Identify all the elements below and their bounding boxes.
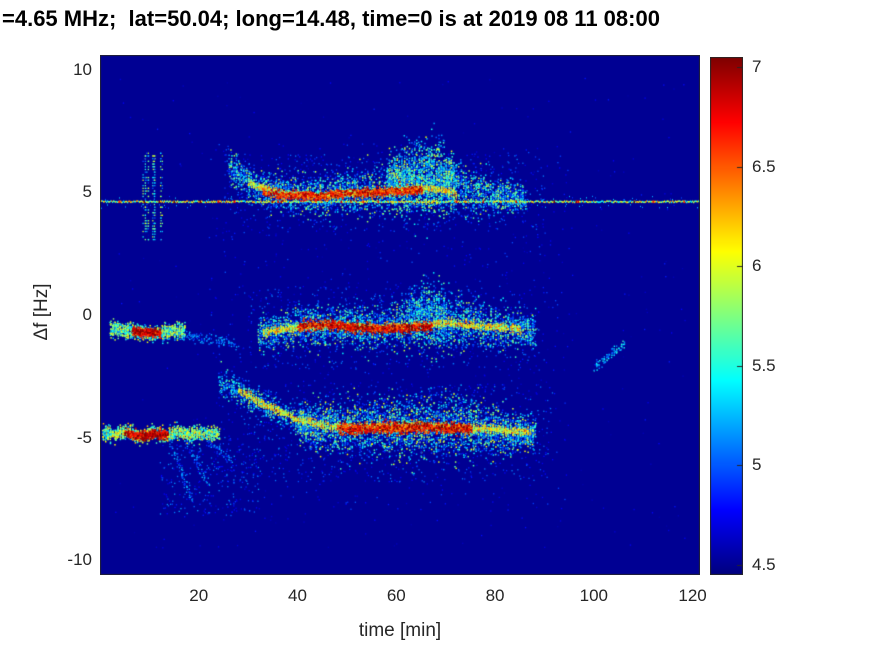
y-tick-label: -5	[76, 427, 92, 447]
x-tick-label: 60	[386, 586, 406, 605]
colorbar-canvas	[710, 57, 743, 575]
x-tick-label: 20	[189, 586, 209, 605]
y-axis-label: Δf [Hz]	[31, 283, 52, 341]
x-tick-label: 40	[288, 586, 307, 605]
colorbar-tick-label: 6.5	[752, 156, 776, 176]
x-tick-label: 120	[678, 586, 707, 605]
x-tick-label: 80	[485, 586, 505, 605]
y-tick-label: 10	[73, 59, 92, 79]
x-tick-label: 100	[579, 586, 608, 605]
y-tick-label: 5	[82, 182, 92, 202]
x-axis-label: time [min]	[358, 620, 442, 641]
colorbar-tick-label: 7	[752, 56, 762, 76]
spectrogram-canvas	[100, 55, 700, 575]
y-tick-label: -10	[67, 550, 92, 570]
colorbar-tick-label: 5.5	[752, 355, 776, 375]
colorbar-tick-label: 6	[752, 256, 762, 276]
colorbar-tick-label: 5	[752, 455, 762, 475]
colorbar-tick-label: 4.5	[752, 555, 776, 575]
y-tick-label: 0	[82, 305, 92, 324]
chart-title: =4.65 MHz; lat=50.04; long=14.48, time=0…	[2, 6, 660, 31]
